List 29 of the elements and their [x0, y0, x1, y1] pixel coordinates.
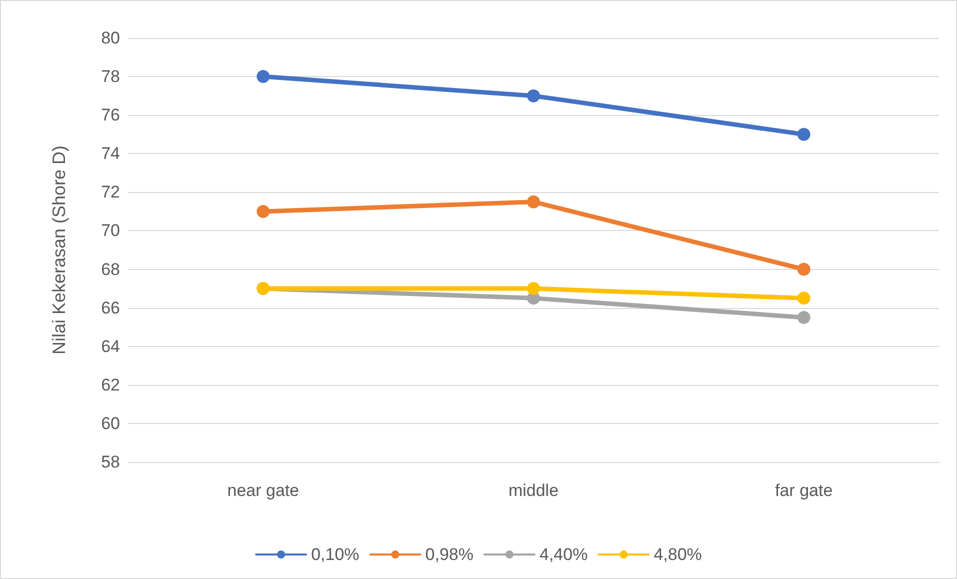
legend-label: 4,40% [540, 545, 588, 564]
y-axis-title: Nilai Kekerasan (Shore D) [49, 145, 69, 355]
y-tick-label: 80 [101, 28, 120, 48]
y-tick-label: 72 [101, 182, 120, 202]
point [256, 204, 270, 218]
y-tick-label: 64 [101, 336, 120, 356]
x-tick-label: middle [508, 481, 559, 500]
y-tick-label: 70 [101, 221, 120, 240]
y-tick-label: 60 [101, 414, 120, 433]
legend-label: 4,80% [654, 545, 702, 564]
point [527, 89, 540, 102]
point [797, 310, 810, 324]
point [797, 262, 810, 276]
y-tick-label: 66 [101, 298, 120, 318]
x-tick-label: near gate [227, 481, 300, 500]
x-tick-label: far gate [775, 481, 833, 500]
y-tick-label: 58 [101, 452, 120, 472]
y-tick-label: 76 [101, 106, 120, 125]
point [527, 195, 540, 208]
y-tick-label: 68 [101, 260, 120, 279]
point [797, 292, 810, 305]
legend-label: 0,10% [311, 545, 360, 564]
point [256, 70, 270, 84]
legend-label: 0,98% [425, 545, 474, 564]
point [527, 282, 540, 296]
y-tick-label: 78 [101, 67, 120, 86]
y-tick-label: 62 [101, 375, 120, 394]
y-tick-label: 74 [101, 144, 120, 164]
point [797, 128, 810, 141]
